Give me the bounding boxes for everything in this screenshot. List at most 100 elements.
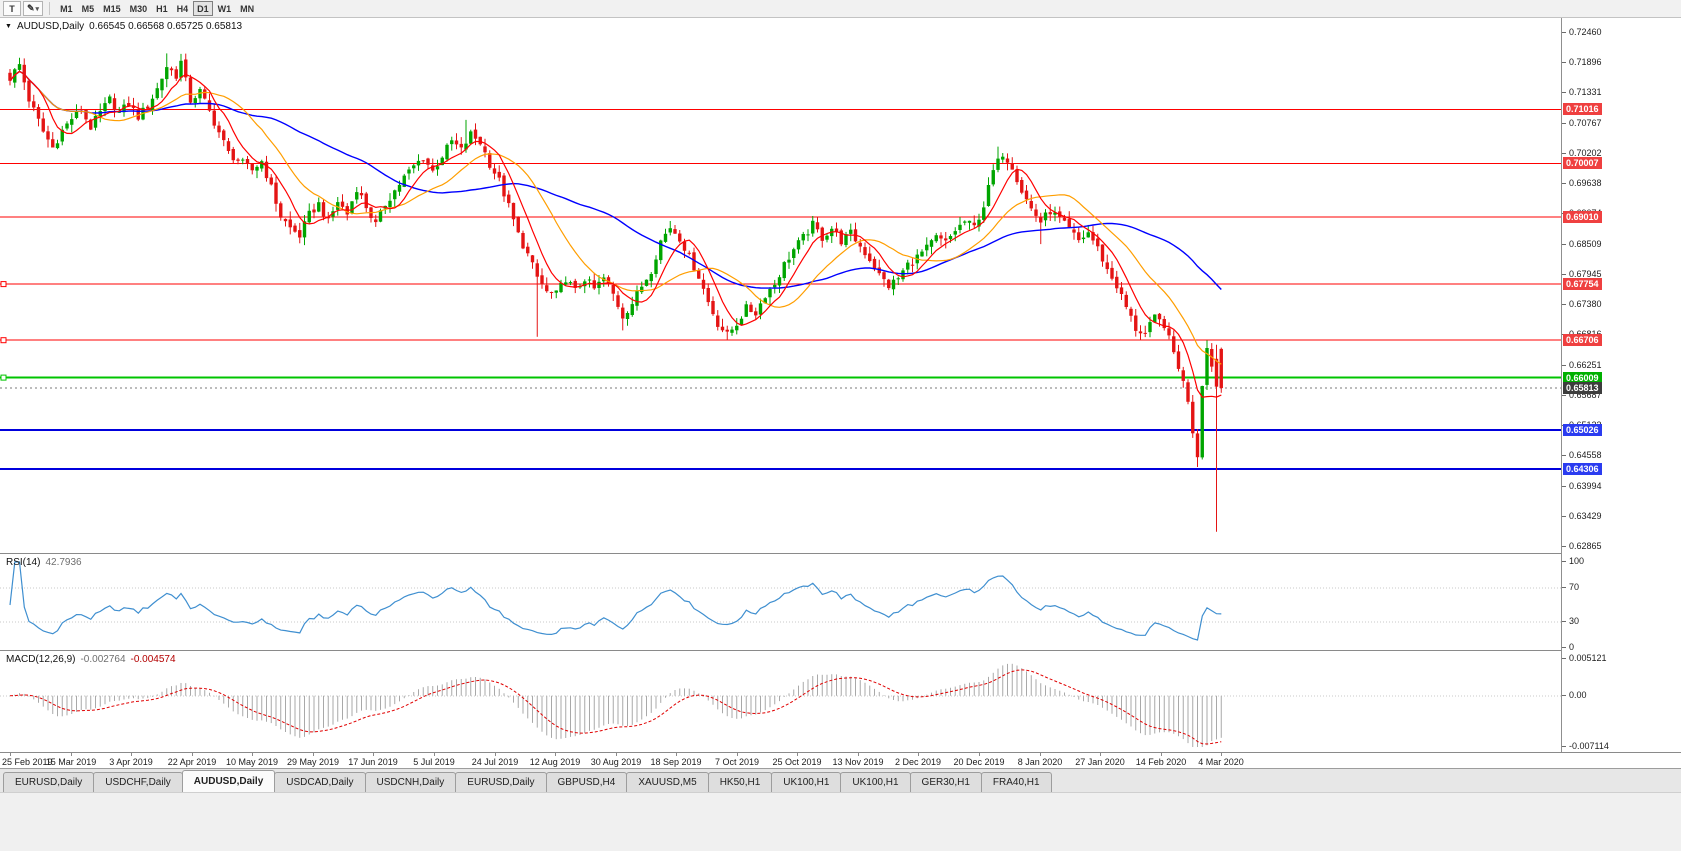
chart-tab-0-eurusd-daily[interactable]: EURUSD,Daily	[3, 772, 95, 792]
timeframe-button-d1[interactable]: D1	[193, 1, 213, 16]
chart-tab-3-usdcad-daily[interactable]: USDCAD,Daily	[274, 772, 366, 792]
rsi-name: RSI(14)	[6, 557, 41, 568]
chart-tab-8-hk50-h1[interactable]: HK50,H1	[707, 772, 773, 792]
date-label: 10 May 2019	[225, 757, 279, 767]
chart-tab-12-fra40-h1[interactable]: FRA40,H1	[980, 772, 1052, 792]
time-axis[interactable]: 25 Feb 2019 15 Mar 2019 3 Apr 2019 22 Apr 2…	[0, 752, 1681, 768]
axis-tick	[1562, 62, 1566, 63]
axis-tick	[1562, 695, 1566, 696]
drawing-tools-button[interactable]: ✎ ▾	[23, 1, 44, 16]
date-label: 20 Dec 2019	[953, 757, 1005, 767]
axis-tick	[1562, 546, 1566, 547]
timeframe-button-m1[interactable]: M1	[56, 1, 77, 16]
date-label: 12 Aug 2019	[529, 757, 581, 767]
date-label: 29 May 2019	[286, 757, 340, 767]
date-label: 25 Oct 2019	[772, 757, 822, 767]
chart-tab-5-eurusd-daily[interactable]: EURUSD,Daily	[455, 772, 547, 792]
line-handle[interactable]	[0, 281, 7, 288]
date-label: 24 Jul 2019	[471, 757, 519, 767]
axis-tick	[1562, 395, 1566, 396]
price-axis-label: 0.63994	[1569, 480, 1602, 491]
chart-tab-7-xauusd-m5[interactable]: XAUUSD,M5	[626, 772, 709, 792]
chart-tab-10-uk100-h1[interactable]: UK100,H1	[840, 772, 911, 792]
chart-tab-9-uk100-h1[interactable]: UK100,H1	[771, 772, 842, 792]
macd-axis-label: 0.00	[1569, 689, 1587, 700]
date-label: 14 Feb 2020	[1135, 757, 1187, 767]
macd-axis-label: -0.007114	[1569, 741, 1609, 751]
line-handle[interactable]	[0, 337, 7, 344]
price-tag: 0.71016	[1563, 103, 1602, 116]
date-tick	[1221, 753, 1222, 756]
date-tick	[1040, 753, 1041, 756]
rsi-axis-label: 100	[1569, 556, 1585, 566]
date-tick	[373, 753, 374, 756]
expand-triangle-icon[interactable]: ▼	[5, 23, 12, 30]
text-tool-icon: T	[9, 3, 15, 14]
date-tick	[979, 753, 980, 756]
price-axis[interactable]: 0.72460 0.71896 0.71331 0.70767 0.70202 0.696…	[1561, 18, 1681, 752]
price-axis-label: 0.64558	[1569, 450, 1602, 461]
chart-tab-1-usdchf-daily[interactable]: USDCHF,Daily	[93, 772, 183, 792]
timeframe-group: M1 M5 M15 M30 H1 H4 D1 W1 MN	[56, 1, 258, 16]
price-tag: 0.67754	[1563, 278, 1602, 291]
symbol-name: AUDUSD,Daily	[16, 21, 85, 32]
date-label: 15 Mar 2019	[45, 757, 97, 767]
timeframe-button-h1[interactable]: H1	[152, 1, 172, 16]
axis-tick	[1562, 486, 1566, 487]
date-tick	[434, 753, 435, 756]
macd-axis-label: 0.005121	[1569, 653, 1607, 663]
toolbar-separator	[49, 2, 51, 15]
date-label: 18 Sep 2019	[650, 757, 702, 767]
ohlc-values: 0.66545 0.66568 0.65725 0.65813	[89, 21, 243, 32]
price-axis-label: 0.71331	[1569, 87, 1602, 98]
candlestick-chart[interactable]	[0, 18, 1561, 553]
date-label: 3 Apr 2019	[109, 757, 153, 767]
axis-tick	[1562, 647, 1566, 648]
timeframe-button-h4[interactable]: H4	[173, 1, 193, 16]
pencil-icon: ✎	[27, 3, 35, 13]
chart-tab-bar: EURUSD,Daily USDCHF,Daily AUDUSD,Daily USDC…	[0, 768, 1681, 792]
date-tick	[737, 753, 738, 756]
date-tick	[71, 753, 72, 756]
date-tick	[858, 753, 859, 756]
chart-tab-6-gbpusd-h4[interactable]: GBPUSD,H4	[545, 772, 628, 792]
text-tool-button[interactable]: T	[3, 1, 21, 16]
price-axis-label: 0.67945	[1569, 268, 1602, 279]
chart-tab-2-audusd-daily[interactable]: AUDUSD,Daily	[181, 770, 276, 792]
axis-tick	[1562, 587, 1566, 588]
chevron-down-icon: ▾	[35, 5, 40, 13]
chart-tab-11-ger30-h1[interactable]: GER30,H1	[909, 772, 982, 792]
line-handle[interactable]	[0, 374, 7, 381]
price-tag: 0.65026	[1563, 424, 1602, 437]
date-label: 22 Apr 2019	[167, 757, 217, 767]
candles	[8, 53, 1223, 532]
macd-label: MACD(12,26,9) -0.002764 -0.004574	[6, 654, 176, 665]
timeframe-button-m15[interactable]: M15	[99, 1, 125, 16]
axis-tick	[1562, 274, 1566, 275]
price-axis-label: 0.67380	[1569, 299, 1602, 310]
timeframe-button-m30[interactable]: M30	[126, 1, 152, 16]
price-tag: 0.64306	[1563, 462, 1602, 475]
date-label: 2 Dec 2019	[894, 757, 942, 767]
date-tick	[1161, 753, 1162, 756]
rsi-chart[interactable]	[0, 554, 1561, 650]
symbol-ohlc-label: ▼ AUDUSD,Daily 0.66545 0.66568 0.65725 0…	[5, 21, 242, 32]
price-axis-label: 0.63429	[1569, 510, 1602, 521]
price-tag: 0.66009	[1563, 371, 1602, 384]
axis-tick	[1562, 244, 1566, 245]
axis-tick	[1562, 365, 1566, 366]
axis-tick	[1562, 455, 1566, 456]
timeframe-button-w1[interactable]: W1	[214, 1, 236, 16]
macd-name: MACD(12,26,9)	[6, 654, 76, 665]
date-label: 30 Aug 2019	[590, 757, 642, 767]
rsi-axis-label: 30	[1569, 616, 1580, 627]
chart-tab-4-usdcnh-daily[interactable]: USDCNH,Daily	[364, 772, 457, 792]
price-axis-label: 0.69638	[1569, 178, 1602, 189]
price-axis-label: 0.65687	[1569, 389, 1602, 400]
rsi-line	[9, 561, 1222, 641]
timeframe-button-m5[interactable]: M5	[78, 1, 99, 16]
macd-chart[interactable]	[0, 651, 1561, 752]
rsi-value: 42.7936	[45, 557, 82, 568]
timeframe-button-mn[interactable]: MN	[236, 1, 258, 16]
